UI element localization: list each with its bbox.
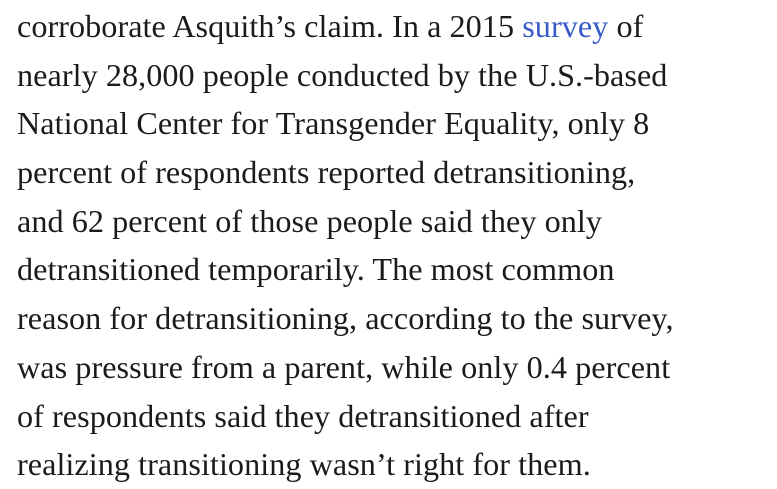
paragraph-line-8: was pressure from a parent, while only 0… [17, 343, 777, 392]
paragraph-line-5: and 62 percent of those people said they… [17, 197, 777, 246]
line-1-text-after-link: of [608, 8, 643, 44]
paragraph-line-7: reason for detransitioning, according to… [17, 294, 777, 343]
line-1-text-before-link: corroborate Asquith’s claim. In a 2015 [17, 8, 522, 44]
paragraph-line-4: percent of respondents reported detransi… [17, 148, 777, 197]
article-paragraph: corroborate Asquith’s claim. In a 2015 s… [17, 0, 777, 489]
paragraph-line-1: corroborate Asquith’s claim. In a 2015 s… [17, 2, 777, 51]
paragraph-line-6: detransitioned temporarily. The most com… [17, 245, 777, 294]
paragraph-line-9: of respondents said they detransitioned … [17, 392, 777, 441]
paragraph-line-10: realizing transitioning wasn’t right for… [17, 440, 777, 489]
paragraph-line-3: National Center for Transgender Equality… [17, 99, 777, 148]
survey-link[interactable]: survey [522, 8, 608, 44]
paragraph-line-2: nearly 28,000 people conducted by the U.… [17, 51, 777, 100]
